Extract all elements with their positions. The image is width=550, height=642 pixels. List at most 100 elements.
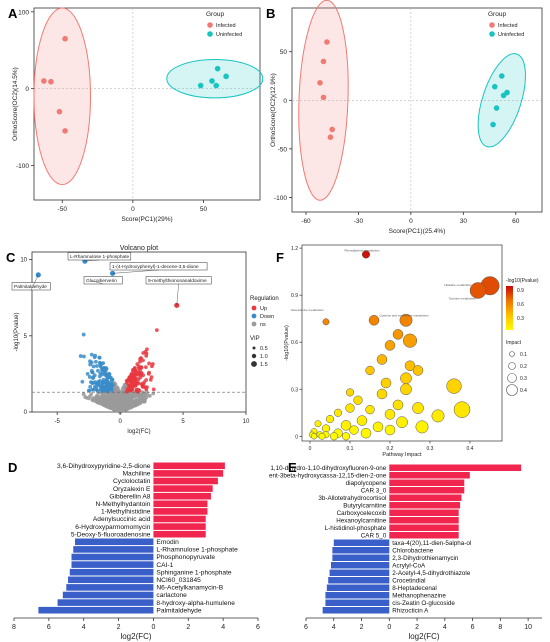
volcano-point-up: [143, 365, 148, 369]
volcano-point-ns: [87, 394, 92, 399]
panel-letter-f: F: [276, 250, 284, 265]
pathway-bubble: [446, 378, 462, 394]
volcano-point-down: [97, 355, 102, 360]
bar-category-label: CAI-1: [156, 562, 173, 569]
legend-swatch-infected: [489, 22, 495, 28]
volcano-point-ns: [106, 400, 111, 405]
volcano-point-ns: [107, 396, 112, 401]
pathway-bubble: [365, 404, 375, 415]
bar-up: [389, 487, 465, 494]
point-infected: [48, 78, 54, 85]
legend-size-swatch: [507, 373, 517, 383]
panel-letter-e: E: [288, 460, 297, 475]
pathway-bubble: [361, 250, 371, 259]
bar-up: [153, 485, 213, 492]
bar-category-label: 2,3-Dihydrothienamycin: [392, 555, 459, 562]
bar-category-label: Adenylsuccinic acid: [93, 516, 151, 523]
volcano-point-ns: [97, 396, 101, 401]
legend-label: Up: [260, 306, 267, 312]
panel-f: Phenylalanine metabolism Histidine metabo…: [284, 244, 539, 458]
x-axis-label: Score(PC1)(29%): [121, 216, 172, 223]
plot-frame: [33, 7, 261, 201]
bar-category-label: diapolycopene: [346, 480, 387, 487]
confidence-ellipse-uninfected: [166, 58, 264, 99]
bar-down: [69, 568, 154, 576]
panel-letter-c: C: [6, 250, 16, 265]
y-tick-label: 0: [295, 434, 298, 440]
volcano-point-down: [98, 364, 103, 369]
x-tick-label: 2: [360, 624, 364, 631]
pathway-bubble: [322, 318, 330, 326]
volcano-point-ns: [124, 395, 129, 400]
volcano-point-up: [131, 368, 135, 372]
volcano-point-down: [94, 364, 99, 368]
pathway-bubble: [392, 399, 404, 411]
y-axis-label: OrthoScore(OC2)(12.9%): [270, 73, 277, 147]
volcano-point-down: [101, 367, 106, 372]
bar-up: [389, 509, 459, 516]
volcano-point-down: [88, 359, 92, 364]
volcano-point-up: [124, 389, 129, 394]
bar-category-label: 3,6-Dihydroxypyridine-2,5-dione: [57, 463, 151, 470]
bar-category-label: CAR 3_0: [361, 487, 387, 494]
bar-category-label: cis-Zeatin O-glucoside: [392, 600, 455, 607]
chart-title: Volcano plot: [120, 245, 158, 252]
x-tick-label: 0: [151, 624, 155, 631]
panel-letter-a: A: [8, 6, 18, 21]
legend-label: Uninfected: [498, 32, 524, 38]
volcano-point-down: [105, 387, 110, 392]
volcano-point-up: [150, 362, 155, 366]
bar-category-label: N6-Acetylkanamycin-B: [156, 585, 223, 592]
y-tick-label: -100: [274, 195, 287, 202]
volcano-point-up: [147, 361, 151, 366]
legend-label: Infected: [216, 23, 236, 29]
bar-up: [389, 532, 459, 539]
pathway-bubble: [392, 329, 404, 340]
volcano-point-ns: [118, 401, 122, 406]
volcano-point-ns: [123, 383, 128, 388]
pathway-bubble: [376, 354, 388, 365]
x-tick-label: 6: [304, 624, 308, 631]
x-tick-label: 0: [118, 419, 122, 425]
x-tick-label: 10: [243, 419, 250, 425]
pathway-bubble: [412, 402, 424, 414]
x-axis-label: Score(PC1)(25.4%): [389, 228, 446, 235]
volcano-point-down: [93, 380, 98, 385]
x-tick-label: 0: [387, 624, 391, 631]
x-tick-label: 0.2: [387, 446, 394, 452]
x-tick-label: -60: [301, 218, 311, 225]
volcano-point-ns: [110, 402, 114, 407]
bar-up: [389, 517, 459, 524]
bar-down: [68, 576, 154, 584]
pathway-bubble: [356, 415, 368, 426]
legend-label: ns: [260, 322, 266, 328]
bar-category-label: Hexanoylcarnitine: [336, 517, 387, 524]
point-uninfected: [213, 82, 220, 89]
bar-up: [389, 502, 461, 509]
legend-label: 0.3: [520, 376, 527, 382]
pathway-bubble: [402, 333, 418, 348]
bar-category-label: Acrylyl-CoA: [392, 562, 426, 569]
bar-category-label: 8-hydroxy-alpha-humulene: [156, 600, 235, 607]
volcano-point-down: [107, 380, 112, 385]
y-tick-label: 100: [18, 9, 29, 16]
volcano-point-down: [86, 388, 91, 393]
panel-letter-b: B: [266, 6, 275, 21]
point-uninfected: [504, 89, 510, 96]
volcano-point-up: [144, 378, 149, 382]
bar-category-label: Butyrylcarnitine: [343, 502, 387, 509]
volcano-point-down: [101, 380, 105, 384]
pathway-bubble: [360, 427, 372, 439]
pathway-label: Tyrosine metabolism: [448, 297, 476, 301]
volcano-point-down: [97, 374, 102, 379]
bar-category-label: Crocetindial: [392, 577, 425, 584]
legend-title: Regulation: [250, 296, 279, 302]
legend-swatch-uninfected: [489, 31, 495, 37]
volcano-point-down: [98, 378, 102, 383]
pathway-bubble: [353, 395, 363, 405]
volcano-point-down: [91, 375, 96, 380]
volcano-point-down: [102, 371, 107, 376]
volcano-point-ns: [83, 395, 88, 399]
volcano-point-up: [140, 384, 145, 389]
